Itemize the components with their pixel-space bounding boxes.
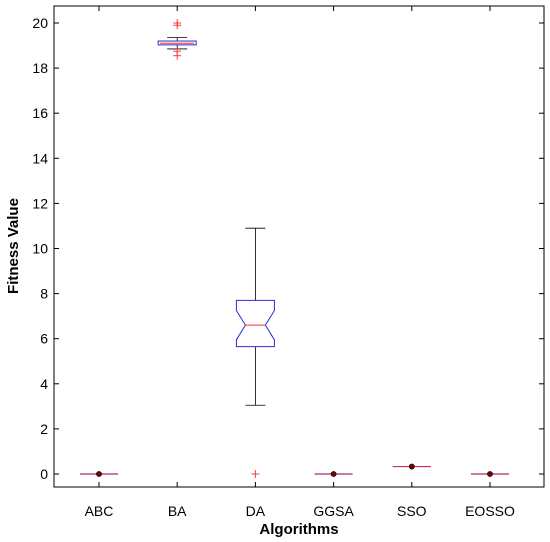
y-tick-label: 6: [40, 331, 48, 347]
x-tick-label: BA: [168, 503, 187, 519]
axis-ticks: 0 2 4 6 8 10 12 14 16 18 20 ABC BA DA GGSA SSO EOSSO: [32, 6, 544, 519]
chart-marks: [80, 19, 509, 478]
plot-area: [53, 5, 545, 488]
x-tick-label: SSO: [397, 503, 427, 519]
y-tick-label: 16: [32, 105, 48, 121]
y-tick-label: 18: [32, 60, 48, 76]
x-tick-label: DA: [246, 503, 266, 519]
x-axis-label: Algorithms: [259, 521, 338, 538]
y-axis-label: Fitness Value: [5, 198, 22, 294]
x-tick-label: GGSA: [313, 503, 354, 519]
y-tick-label: 2: [40, 421, 48, 437]
y-tick-label: 12: [32, 195, 48, 211]
y-tick-label: 20: [32, 15, 48, 31]
dot-eosso: [487, 471, 493, 477]
x-tick-label: ABC: [85, 503, 114, 519]
y-tick-label: 14: [32, 150, 48, 166]
x-tick-label: EOSSO: [465, 503, 515, 519]
dot-ggsa: [330, 471, 337, 477]
box-da: [235, 299, 275, 348]
dot-abc: [96, 471, 102, 477]
y-tick-label: 8: [40, 286, 48, 302]
y-tick-label: 10: [32, 241, 48, 257]
y-tick-label: 4: [40, 376, 48, 392]
dot-sso: [408, 463, 415, 470]
box-ba: [157, 40, 197, 46]
y-tick-label: 0: [40, 466, 48, 482]
